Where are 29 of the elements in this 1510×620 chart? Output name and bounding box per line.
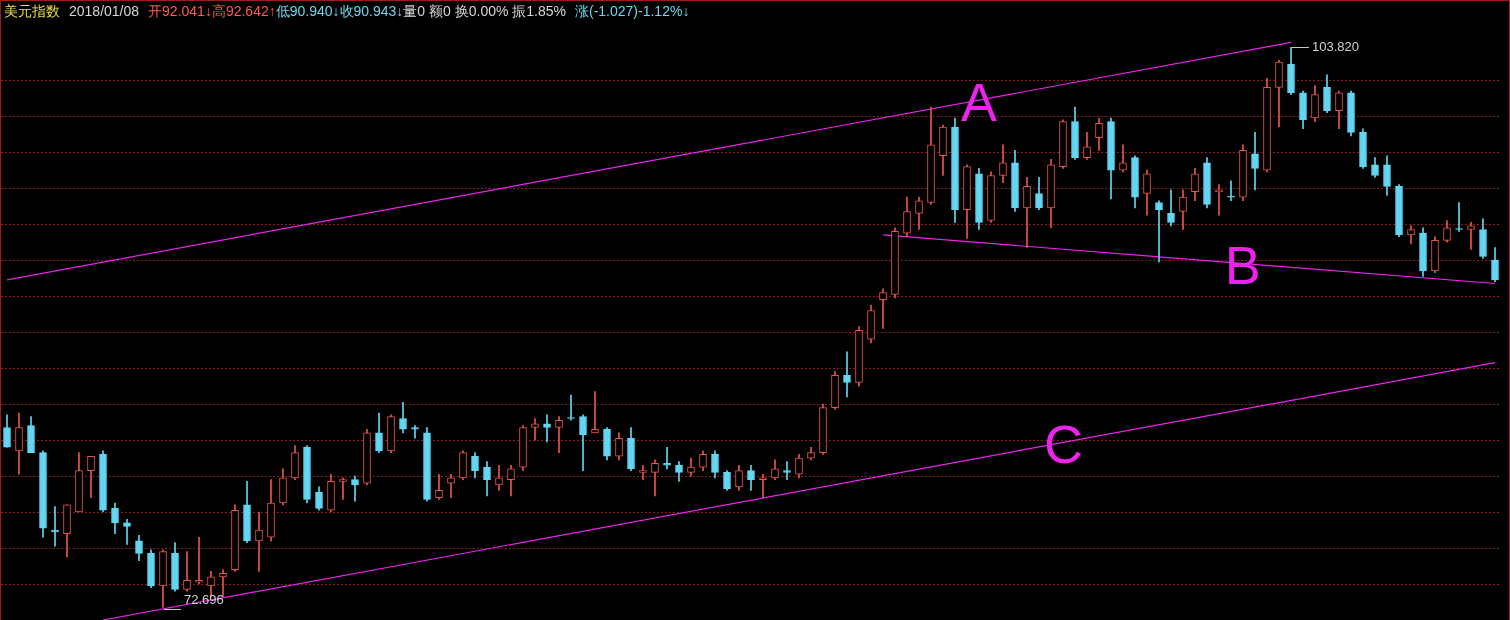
annotation: 低90.940↓收90.943↓ [275, 3, 404, 19]
candlestick [843, 351, 851, 398]
candlestick [1155, 200, 1163, 263]
annotation: 开92.041↓高92.642↑ [148, 3, 276, 19]
candlestick [123, 518, 131, 545]
chart-title: 美元指数 [4, 3, 60, 19]
candlestick [639, 464, 647, 480]
candlestick [195, 536, 203, 585]
annotation: 涨(-1.027)-1.12%↓ [575, 3, 690, 19]
candlestick [183, 551, 191, 592]
candlestick [447, 473, 455, 498]
candlestick [219, 569, 227, 597]
annotation: 量0 额0 换0.00% 振1.85% [403, 3, 566, 19]
candlestick [759, 473, 767, 498]
candlestick [255, 511, 263, 572]
annotation: 103.820 [1312, 39, 1359, 55]
candlestick [663, 446, 671, 470]
candlestick [351, 475, 359, 502]
candlestick [783, 461, 791, 480]
annotation: 2018/01/08 [69, 3, 140, 19]
candlestick [879, 288, 887, 329]
candlestick [543, 414, 551, 443]
candlestick [1467, 222, 1475, 250]
candlestick [591, 391, 599, 434]
candlestick [411, 425, 419, 439]
candlestick [531, 418, 539, 441]
candlestick [1227, 180, 1235, 202]
candlestick [555, 416, 563, 453]
candlestick [339, 477, 347, 500]
